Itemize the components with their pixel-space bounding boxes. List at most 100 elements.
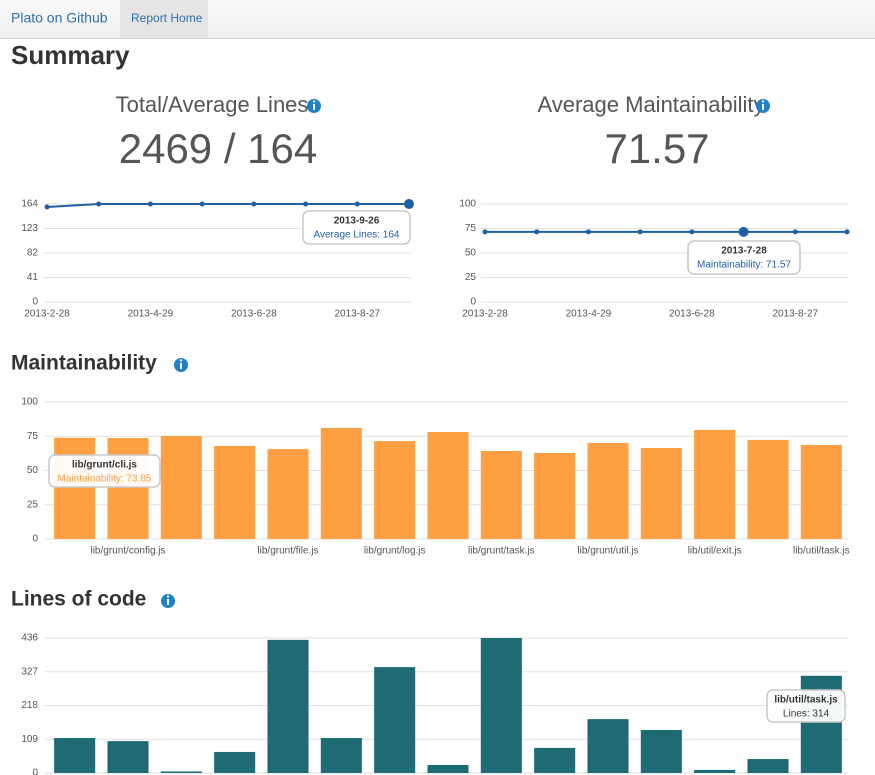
info-icon[interactable]	[307, 99, 321, 113]
x-tick-label: 2013-4-29	[566, 309, 612, 320]
y-tick-label: 50	[465, 248, 477, 259]
bar	[267, 448, 309, 539]
tooltip-text: Lines: 314	[783, 709, 830, 720]
tab-link[interactable]: Report Home	[131, 11, 203, 25]
bar	[587, 719, 629, 773]
bar	[800, 445, 842, 539]
x-tick-label: 2013-4-29	[128, 309, 174, 320]
tooltip-box	[302, 210, 411, 245]
y-tick-label: 25	[465, 272, 477, 283]
y-tick-label: 100	[459, 199, 476, 210]
maint-title: Average Maintainability	[537, 92, 764, 117]
x-tick-label: lib/grunt/log.js	[364, 546, 426, 557]
tab-bg	[120, 0, 208, 38]
x-tick-label: lib/grunt/config.js	[90, 546, 165, 557]
point	[534, 229, 540, 235]
bar	[160, 435, 202, 539]
tooltip-box	[687, 240, 801, 275]
tooltip-box	[766, 689, 846, 723]
y-tick-label: 0	[32, 534, 38, 545]
x-tick-label: lib/util/task.js	[793, 546, 850, 557]
tooltip-text: Maintainability: 71.57	[697, 260, 791, 271]
bar	[534, 747, 576, 773]
point	[844, 229, 850, 235]
bar	[427, 764, 469, 773]
y-tick-label: 75	[27, 431, 39, 442]
y-tick-label: 436	[21, 633, 38, 644]
bar	[534, 452, 576, 539]
point	[792, 229, 798, 235]
tooltip-box	[48, 454, 161, 488]
tooltip-text: Average Lines: 164	[314, 230, 400, 241]
maint-value: 71.57	[604, 125, 709, 172]
point	[96, 201, 102, 207]
bar	[160, 771, 202, 773]
point	[199, 201, 205, 207]
x-tick-label: 2013-2-28	[24, 309, 70, 320]
bar	[107, 741, 149, 773]
info-icon[interactable]	[161, 594, 175, 608]
point	[251, 201, 257, 207]
y-tick-label: 164	[21, 199, 38, 210]
y-tick-label: 50	[27, 465, 39, 476]
point	[147, 201, 153, 207]
maint-heading: Maintainability	[11, 352, 157, 375]
info-icon[interactable]	[174, 358, 188, 372]
y-tick-label: 25	[27, 499, 39, 510]
lines-title: Total/Average Lines	[116, 92, 309, 117]
bar	[374, 667, 416, 773]
bar	[694, 769, 736, 773]
y-tick-label: 0	[32, 297, 38, 308]
y-tick-label: 218	[21, 700, 38, 711]
tooltip-title: lib/grunt/cli.js	[72, 460, 137, 471]
tooltip-title: 2013-9-26	[334, 216, 380, 227]
tooltip-title: 2013-7-28	[721, 246, 767, 257]
bar	[747, 759, 789, 773]
point	[354, 201, 360, 207]
bar	[587, 442, 629, 539]
bar	[54, 738, 96, 773]
summary-heading: Summary	[11, 40, 130, 70]
y-tick-label: 0	[32, 768, 38, 775]
bar	[480, 638, 522, 773]
bar	[320, 738, 362, 773]
point	[738, 226, 749, 237]
bar	[640, 729, 682, 773]
bar	[747, 439, 789, 539]
x-tick-label: lib/grunt/task.js	[468, 546, 535, 557]
point	[44, 204, 50, 210]
point	[689, 229, 695, 235]
bar	[267, 639, 309, 773]
bar	[640, 448, 682, 539]
line	[46, 203, 409, 208]
x-tick-label: lib/grunt/util.js	[577, 546, 638, 557]
x-tick-label: lib/util/exit.js	[688, 546, 742, 557]
point	[482, 229, 488, 235]
y-tick-label: 123	[21, 223, 38, 234]
y-tick-label: 100	[21, 397, 38, 408]
tooltip-title: lib/util/task.js	[774, 695, 838, 706]
y-tick-label: 0	[470, 297, 476, 308]
bar	[54, 437, 96, 539]
y-tick-label: 82	[27, 248, 39, 259]
y-tick-label: 75	[465, 223, 477, 234]
bar	[694, 429, 736, 539]
point	[303, 201, 309, 207]
y-tick-label: 41	[27, 272, 39, 283]
y-tick-label: 327	[21, 666, 38, 677]
x-tick-label: 2013-8-27	[772, 309, 818, 320]
x-tick-label: 2013-8-27	[334, 309, 380, 320]
lines-value: 2469 / 164	[119, 125, 318, 172]
point	[637, 229, 643, 235]
bar	[427, 432, 469, 539]
info-icon[interactable]	[756, 99, 770, 113]
bar	[480, 451, 522, 539]
y-tick-label: 109	[21, 734, 38, 745]
brand-link[interactable]: Plato on Github	[11, 10, 108, 26]
point	[585, 229, 591, 235]
x-tick-label: 2013-6-28	[231, 309, 277, 320]
x-tick-label: 2013-6-28	[669, 309, 715, 320]
bar	[374, 441, 416, 539]
